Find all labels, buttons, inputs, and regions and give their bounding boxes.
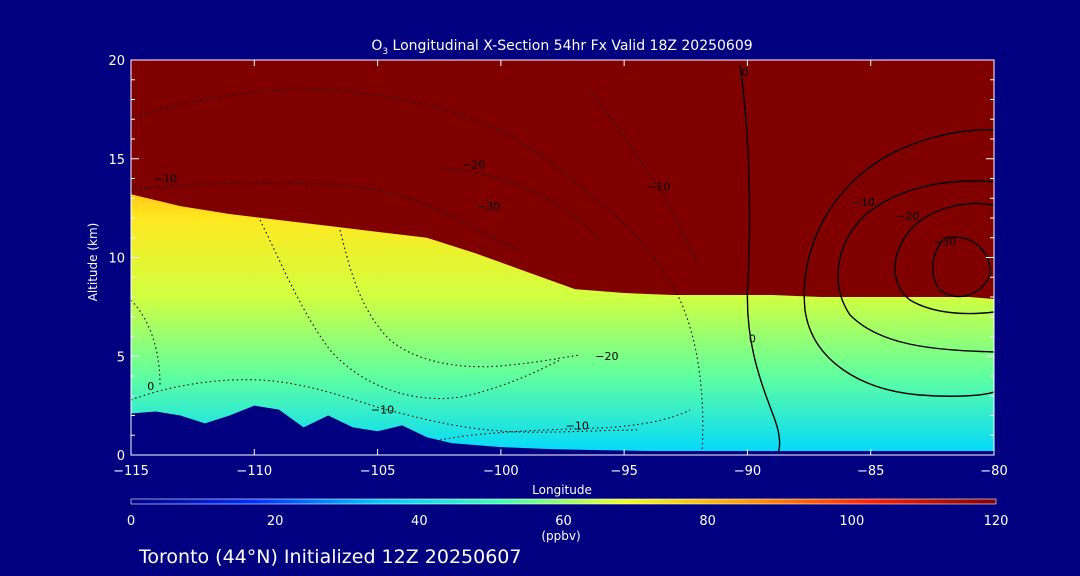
colorbar-unit: (ppbv) xyxy=(541,529,580,543)
contour-label: −10 xyxy=(371,404,394,417)
x-tick-label: −100 xyxy=(483,464,519,479)
colorbar-ticks: 0 20 40 60 80 100 120 xyxy=(127,514,1009,529)
colorbar-tick-label: 120 xyxy=(984,514,1009,529)
contour-line-solid xyxy=(803,129,994,397)
contour-line-dotted xyxy=(259,219,561,400)
contour-labels: 0 −10 −20 −30 −10 −10 −20 −30 0 −20 −10 −10 0 xyxy=(147,66,956,433)
y-tick-label: 0 xyxy=(117,449,125,464)
colorbar-tick-label: 100 xyxy=(839,514,864,529)
colorbar xyxy=(130,498,997,505)
y-tick-label: 15 xyxy=(108,153,125,168)
location-init-label: Toronto (44°N) Initialized 12Z 20250607 xyxy=(138,546,522,568)
x-tick-label: −110 xyxy=(236,464,272,479)
contour-line-solid xyxy=(837,180,994,353)
x-tick-label: −90 xyxy=(734,464,761,479)
plot-area: 0 −10 −20 −30 −10 −10 −20 −30 0 −20 −10 −10 0 xyxy=(131,60,994,455)
colorbar-tick-label: 60 xyxy=(555,514,572,529)
contour-line-dotted xyxy=(131,299,161,386)
contour-lines xyxy=(131,64,994,455)
contour-line-dotted xyxy=(439,167,601,241)
contour-label: 0 xyxy=(147,380,154,393)
contour-label: −10 xyxy=(566,419,589,432)
contour-line-dotted xyxy=(439,409,691,441)
contour-line-dotted xyxy=(131,379,641,433)
x-axis-ticks: −115 −110 −105 −100 −95 −90 −85 −80 xyxy=(113,60,1008,479)
contour-label: −20 xyxy=(896,210,919,223)
contour-line-dotted xyxy=(339,229,581,368)
colorbar-tick-label: 40 xyxy=(411,514,428,529)
x-tick-label: −105 xyxy=(360,464,396,479)
contour-label: 0 xyxy=(741,66,748,79)
x-tick-label: −80 xyxy=(980,464,1007,479)
colorbar-tick-label: 80 xyxy=(699,514,716,529)
contour-line-dotted xyxy=(589,89,701,271)
x-axis-label: Longitude xyxy=(532,483,592,497)
contour-label: −30 xyxy=(477,200,500,213)
contour-line-solid xyxy=(739,64,781,455)
terrain xyxy=(131,405,994,455)
contour-line-solid xyxy=(932,236,991,298)
contour-label: −30 xyxy=(933,236,956,249)
contour-label: −20 xyxy=(462,159,485,172)
y-axis-ticks: 0 5 10 15 20 xyxy=(108,54,994,464)
chart-title: O3 Longitudinal X-Section 54hr Fx Valid … xyxy=(371,38,752,57)
contour-line-solid xyxy=(894,202,994,315)
colorbar-tick-label: 20 xyxy=(267,514,284,529)
y-tick-label: 10 xyxy=(108,252,125,267)
contour-label: −10 xyxy=(852,196,875,209)
y-axis-label: Altitude (km) xyxy=(86,223,100,302)
x-tick-label: −95 xyxy=(610,464,637,479)
y-tick-label: 5 xyxy=(117,350,125,365)
y-tick-label: 20 xyxy=(108,54,125,69)
contour-label: −20 xyxy=(595,350,618,363)
x-tick-label: −85 xyxy=(857,464,884,479)
colorbar-tick-label: 0 xyxy=(127,514,135,529)
contour-label: −10 xyxy=(647,180,670,193)
contour-label: 0 xyxy=(749,332,756,345)
contour-line-dotted xyxy=(131,88,704,455)
stratosphere-region xyxy=(131,60,994,299)
x-tick-label: −115 xyxy=(113,464,149,479)
contour-label: −10 xyxy=(154,172,177,185)
